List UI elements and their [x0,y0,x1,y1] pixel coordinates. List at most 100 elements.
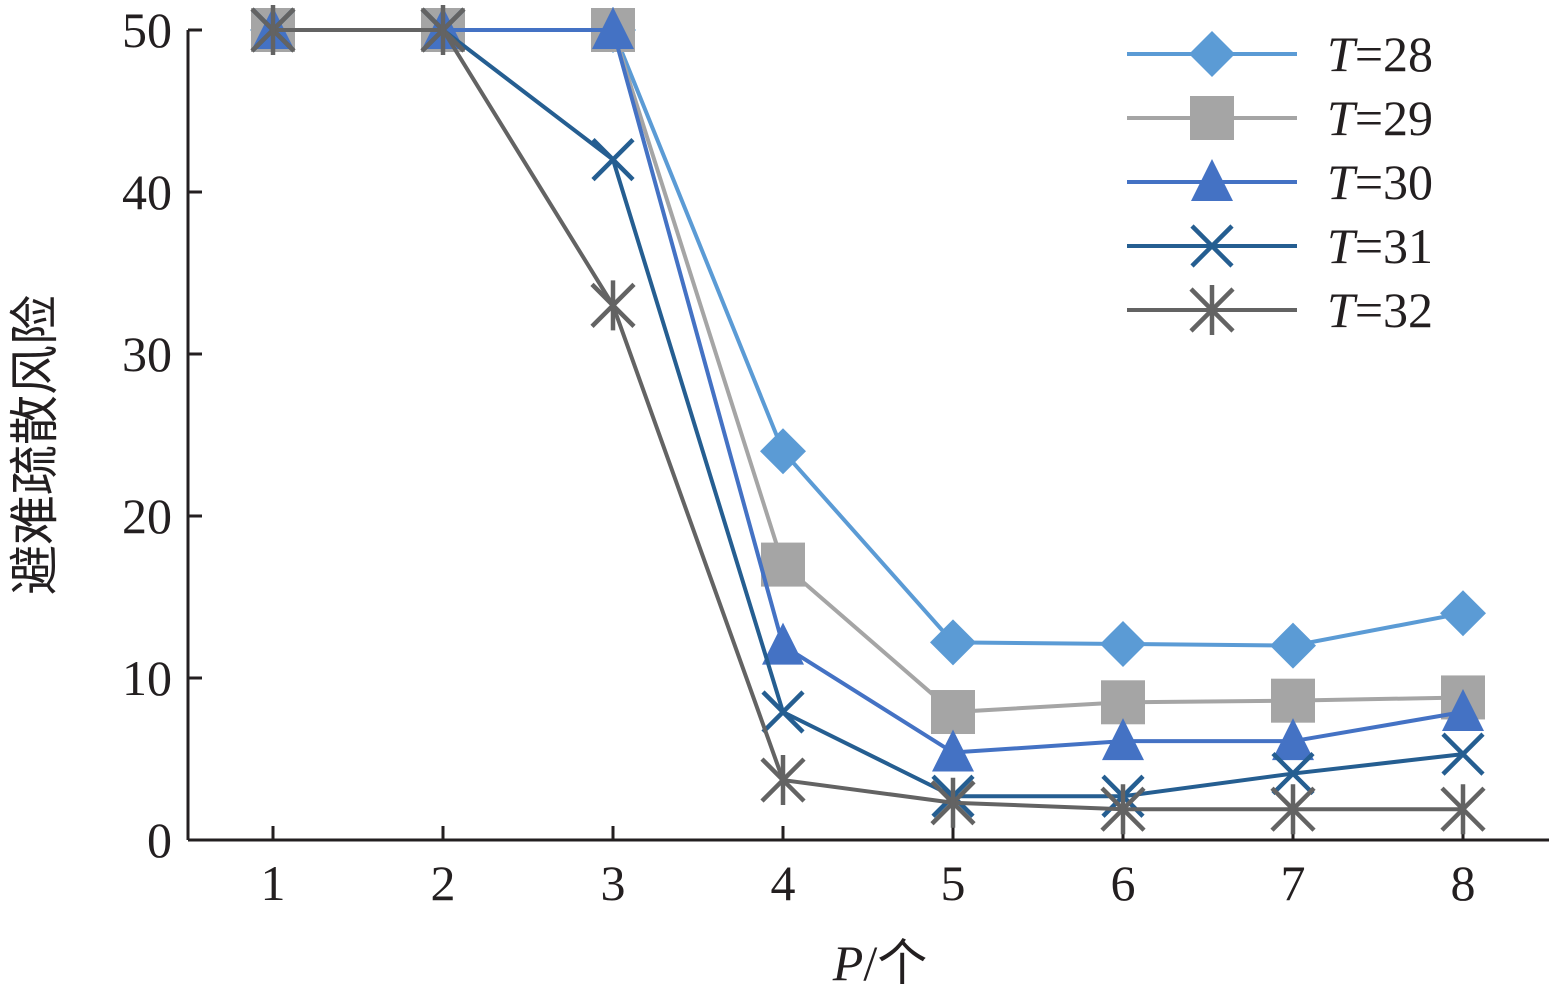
data-point [931,690,975,735]
legend: T=28T=29T=30T=31T=32 [1127,26,1433,338]
legend-variable: T [1327,26,1358,82]
triangle-marker-shape [1191,159,1233,201]
y-tick-label: 0 [147,812,172,868]
x-tick-label: 8 [1451,855,1476,911]
series-1 [250,7,1486,669]
data-point [1440,590,1486,637]
diamond-marker-shape [1440,590,1486,637]
series-2 [251,8,1485,735]
y-axis-title: 避难疏散风险 [7,295,63,595]
legend-marker [1189,31,1235,77]
legend-marker [1190,96,1234,140]
x-marker-stroke [1441,732,1485,776]
legend-entry-3: T=30 [1127,154,1433,210]
data-point [761,690,805,734]
x-tick-label: 7 [1281,855,1306,911]
data-point [930,777,976,828]
legend-entry-1: T=28 [1127,26,1433,82]
x-tick-label: 4 [771,855,796,911]
data-point [1100,620,1146,667]
series-line [273,28,1464,755]
legend-entry-4: T=31 [1127,218,1433,274]
data-point [1270,784,1316,835]
legend-marker [1190,224,1234,268]
legend-label: T=31 [1327,218,1433,274]
diamond-marker-shape [1189,31,1235,77]
data-point [760,428,806,475]
x-axis-variable: P [832,935,864,991]
data-point [1271,751,1315,796]
series-line [273,28,1464,648]
triangle-marker-shape [592,7,634,49]
legend-value: =31 [1355,218,1433,274]
data-point [1441,732,1485,776]
series-layer [250,5,1486,835]
series-line [273,28,1464,799]
legend-variable: T [1327,90,1358,146]
x-tick-label: 6 [1111,855,1136,911]
data-point [930,619,976,666]
legend-value: =28 [1355,26,1433,82]
data-point [591,138,635,182]
data-point [762,622,804,665]
data-point [932,729,974,772]
legend-entry-5: T=32 [1127,282,1433,338]
square-marker-shape [1271,678,1315,723]
y-tick-label: 50 [122,2,172,58]
legend-value: =32 [1355,282,1433,338]
data-point [1440,784,1486,835]
x-axis-title: P/个 [832,935,927,991]
square-marker-shape [761,542,805,587]
legend-label: T=32 [1327,282,1433,338]
y-tick-label: 40 [122,164,172,220]
triangle-marker-shape [1442,689,1484,732]
data-point [1442,689,1484,732]
data-point [1101,680,1145,725]
legend-label: T=29 [1327,90,1433,146]
data-point [760,755,806,806]
legend-label: T=28 [1327,26,1433,82]
series-line [273,28,1463,812]
diamond-marker-shape [1270,622,1316,669]
diamond-marker-shape [1100,620,1146,667]
square-marker-shape [1190,96,1234,140]
data-point [420,5,466,55]
data-point [250,5,296,55]
x-marker-stroke [591,138,635,182]
diamond-marker-shape [930,619,976,666]
legend-entry-2: T=29 [1127,90,1433,146]
legend-marker [1189,285,1235,335]
x-tick-label: 3 [601,855,626,911]
triangle-marker-shape [1102,718,1144,761]
legend-label: T=30 [1327,154,1433,210]
y-tick-label: 30 [122,326,172,382]
legend-marker [1191,159,1233,201]
legend-variable: T [1327,282,1358,338]
square-marker-shape [1101,680,1145,725]
data-point [1271,678,1315,723]
axes: 0 10 20 30 40 50 1 2 3 4 5 6 7 8 [122,2,1549,911]
x-tick-label: 2 [431,855,456,911]
series-5 [250,5,1486,835]
data-point [1102,718,1144,761]
x-tick-label: 1 [261,855,286,911]
y-tick-label: 10 [122,650,172,706]
x-marker-stroke [761,690,805,734]
data-point [761,542,805,587]
data-point [592,7,634,49]
data-point [1100,784,1146,835]
series-line [273,28,1464,715]
x-axis-unit: /个 [863,935,927,991]
triangle-marker-shape [762,622,804,665]
x-marker-stroke [1271,751,1315,796]
triangle-marker-shape [932,729,974,772]
legend-variable: T [1327,154,1358,210]
series-3 [252,7,1484,772]
legend-variable: T [1327,218,1358,274]
legend-value: =30 [1355,154,1433,210]
legend-value: =29 [1355,90,1433,146]
square-marker-shape [931,690,975,735]
x-tick-label: 5 [941,855,966,911]
data-point [1272,718,1314,761]
